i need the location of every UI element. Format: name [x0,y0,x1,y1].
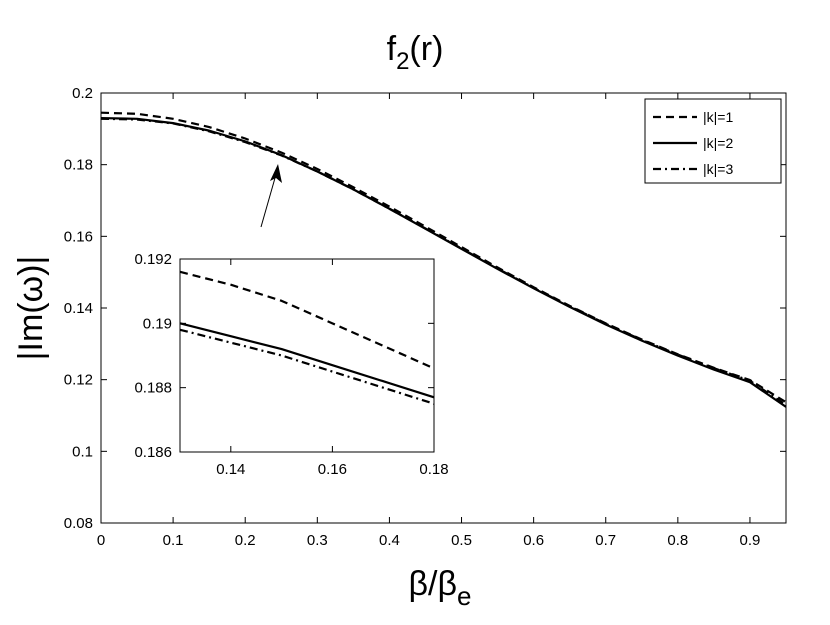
zoom-arrow [260,164,282,228]
main-x-tick-label: 0.5 [451,532,472,549]
main-y-tick-label: 0.16 [64,228,93,245]
inset-y-tick-label: 0.19 [143,315,172,332]
main-x-tick-label: 0 [97,532,105,549]
inset-x-tick-label: 0.16 [318,461,347,478]
main-series-group [100,111,787,408]
main-x-tick-label: 0.6 [523,532,544,549]
main-x-tick-label: 0.7 [595,532,616,549]
legend-label-k2: |k|=2 [703,135,733,151]
inset-series-group [179,270,435,405]
main-x-tick-label: 0.2 [235,532,256,549]
chart-title-suffix: (r) [409,30,443,68]
y-axis-label: |Im(ω)| [12,256,50,361]
legend-label-k1: |k|=1 [703,109,733,125]
inset-plot-frame [179,258,435,453]
chart-title-subscript: 2 [396,48,409,75]
x-axis-label-subscript: e [457,581,471,611]
main-series-line-k3 [100,117,787,407]
inset-x-tick-label: 0.18 [419,461,448,478]
legend-label-k3: |k|=3 [703,161,733,177]
inset-y-tick-label: 0.192 [134,251,172,268]
main-x-tick-label: 0.9 [740,532,761,549]
main-x-tick-label: 0.1 [163,532,184,549]
main-x-tick-label: 0.8 [667,532,688,549]
legend-box [644,98,782,184]
main-y-tick-label: 0.18 [64,157,93,174]
main-y-tick-label: 0.14 [64,300,93,317]
main-y-tick-label: 0.2 [72,85,93,102]
main-axis-ticks: 0 0.1 0.2 0.3 0.4 0.5 0.6 0.7 0.8 0.9 0.08 0.1 0.12 0… [64,85,786,549]
inset-series-line-k1 [179,270,435,370]
inset-axis-ticks: 0.14 0.16 0.18 0.186 0.188 0.19 0.192 [134,251,448,478]
main-y-tick-label: 0.08 [64,515,93,532]
legend: |k|=1 |k|=2 |k|=3 [644,98,782,184]
main-series-line-k1 [100,111,787,404]
chart-title: f2(r) [387,30,444,75]
main-y-tick-label: 0.12 [64,372,93,389]
inset-series-line-k2 [179,322,435,399]
inset-x-tick-label: 0.14 [216,461,245,478]
inset-background [180,259,434,452]
inset-y-tick-label: 0.188 [134,380,172,397]
main-x-tick-label: 0.4 [379,532,400,549]
main-x-tick-label: 0.3 [307,532,328,549]
inset-y-tick-label: 0.186 [134,444,172,461]
main-y-tick-label: 0.1 [72,443,93,460]
x-axis-label: β/βe [408,565,471,611]
inset-series-line-k3 [179,328,435,405]
